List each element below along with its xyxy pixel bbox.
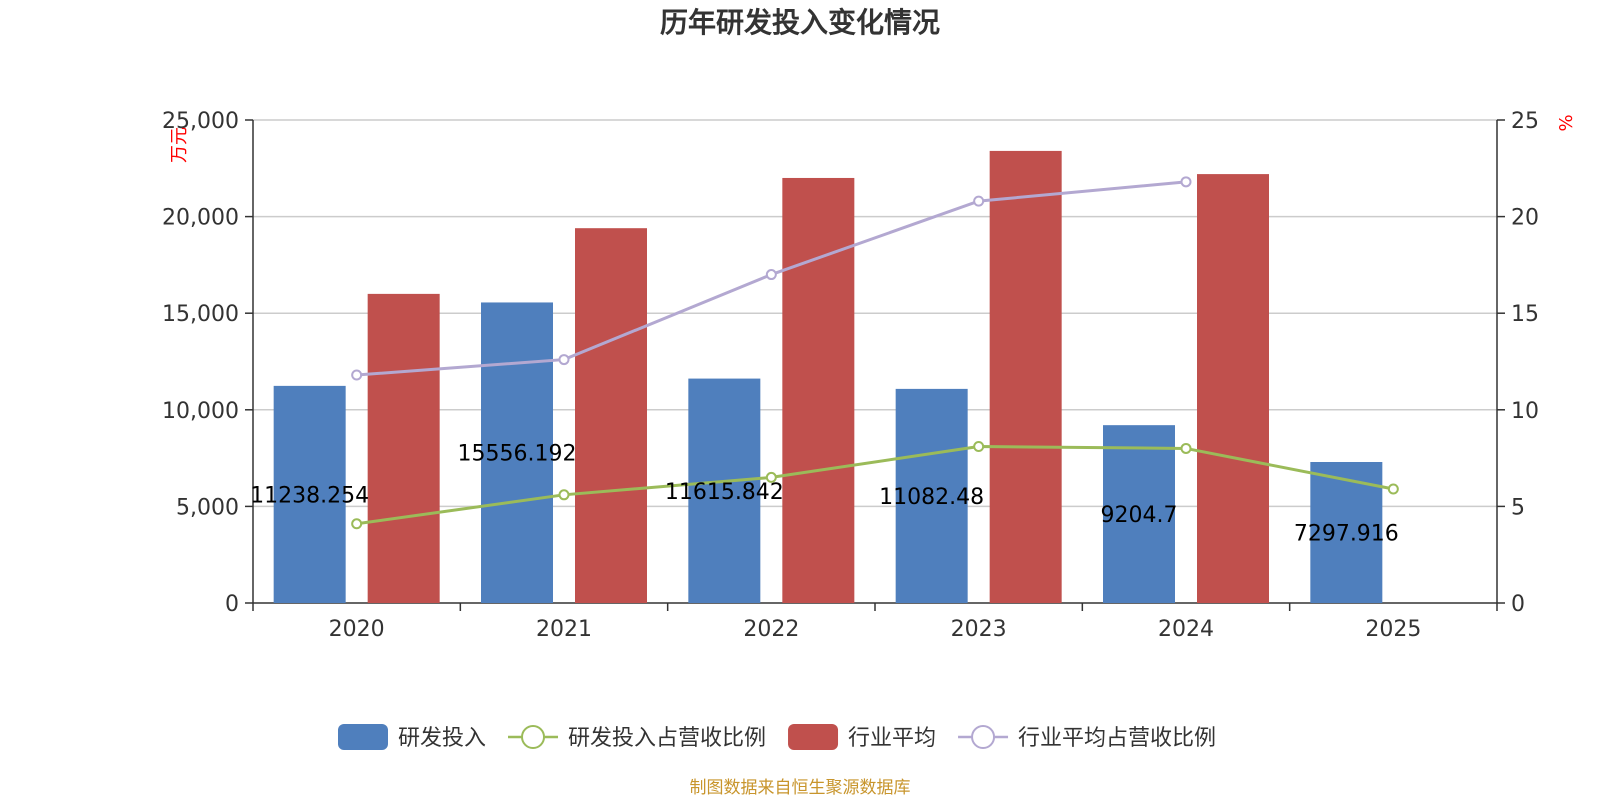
line-point (1180, 442, 1192, 454)
right-tick-label: 0 (1511, 592, 1525, 617)
bar (1197, 174, 1269, 603)
x-tick-label: 2021 (536, 617, 592, 642)
data-label: 11615.842 (665, 480, 784, 505)
legend-swatch (971, 725, 996, 749)
left-tick-label: 15,000 (162, 302, 239, 327)
bar-marks (273, 150, 1383, 604)
bar (688, 378, 761, 603)
legend-swatch (788, 724, 839, 750)
line-point (1180, 176, 1192, 188)
legend-label: 研发投入占营收比例 (568, 726, 766, 751)
right-tick-label: 20 (1511, 206, 1539, 231)
left-tick-label: 5,000 (176, 495, 239, 520)
line-point (558, 489, 570, 501)
legend-label: 研发投入 (398, 726, 486, 751)
x-tick-label: 2023 (951, 617, 1007, 642)
line-point (973, 195, 985, 207)
data-label: 11082.48 (879, 485, 984, 510)
chart-title: 历年研发投入变化情况 (660, 6, 940, 39)
line-point (351, 518, 363, 530)
legend-swatch (521, 725, 546, 749)
line-point (1387, 483, 1399, 495)
x-tick-label: 2020 (329, 617, 385, 642)
left-tick-label: 20,000 (162, 206, 239, 231)
line-marks (351, 176, 1399, 530)
bar (895, 388, 968, 603)
data-label: 11238.254 (250, 483, 369, 508)
left-tick-label: 10,000 (162, 399, 239, 424)
line-point (765, 471, 777, 483)
line-point (351, 369, 363, 381)
data-label: 9204.7 (1101, 503, 1178, 528)
bar (1103, 425, 1175, 603)
legend-swatch (338, 724, 388, 750)
data-label: 7297.916 (1294, 522, 1399, 547)
axes: 05,00010,00015,00020,00025,0000510152025… (162, 109, 1577, 642)
left-tick-label: 25,000 (162, 109, 239, 134)
line-point (973, 441, 985, 453)
legend-label: 行业平均占营收比例 (1018, 726, 1216, 751)
x-tick-label: 2025 (1365, 617, 1421, 642)
legend-label: 行业平均 (848, 726, 936, 751)
right-tick-label: 25 (1511, 109, 1539, 134)
legend: 研发投入 研发投入占营收比例 行业平均 行业平均占营收比例 (338, 724, 1216, 751)
bar (367, 293, 440, 603)
line-point (765, 269, 777, 281)
series-line (356, 445, 1394, 526)
x-tick-label: 2024 (1158, 617, 1214, 642)
right-axis-unit: % (1556, 114, 1577, 131)
x-tick-label: 2022 (743, 617, 799, 642)
bar (575, 228, 647, 603)
left-axis-unit: 万元 (169, 127, 190, 163)
source-note: 制图数据来自恒生聚源数据库 (690, 778, 911, 798)
bar (481, 302, 553, 603)
right-tick-label: 10 (1511, 399, 1539, 424)
right-tick-label: 5 (1511, 495, 1525, 520)
left-tick-label: 0 (225, 592, 239, 617)
data-label: 15556.192 (458, 442, 577, 467)
bar (989, 150, 1062, 604)
data-labels: 11238.254 15556.192 11615.842 11082.48 9204.… (250, 442, 1399, 547)
line-point (558, 354, 570, 366)
bar (273, 385, 346, 603)
right-tick-label: 15 (1511, 302, 1539, 327)
gridlines (253, 119, 1497, 508)
bar (782, 177, 855, 603)
